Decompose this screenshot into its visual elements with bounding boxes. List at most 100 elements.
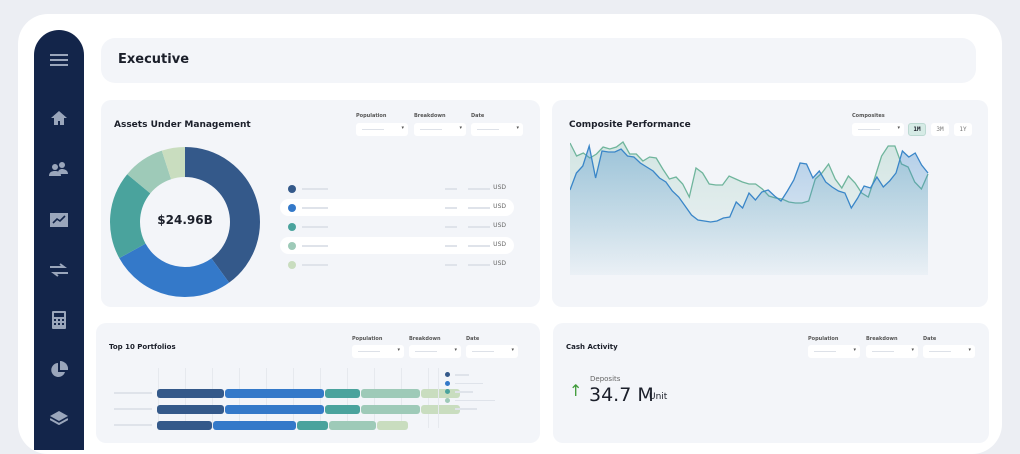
caret-down-icon: ▾ bbox=[853, 347, 856, 353]
deposits-unit: Unit bbox=[649, 392, 667, 402]
breakdown-dropdown[interactable]: ▾ bbox=[414, 123, 466, 136]
legend-unit: USD bbox=[493, 260, 506, 267]
date-label: Date bbox=[923, 336, 936, 342]
date-dropdown[interactable]: ▾ bbox=[471, 123, 523, 136]
page-title: Executive bbox=[118, 52, 189, 67]
layers-icon[interactable] bbox=[49, 408, 69, 428]
composites-label: Composites bbox=[852, 113, 885, 119]
grid-line bbox=[293, 368, 294, 428]
legend-row[interactable]: USD bbox=[280, 256, 514, 273]
calculator-icon[interactable] bbox=[49, 310, 69, 330]
caret-down-icon: ▾ bbox=[511, 347, 514, 353]
composite-performance-chart bbox=[570, 140, 930, 280]
pie-chart-icon[interactable] bbox=[49, 360, 69, 380]
legend-dot bbox=[445, 389, 450, 394]
legend-row[interactable]: USD bbox=[280, 218, 514, 235]
legend-dot bbox=[288, 185, 296, 193]
legend-label-placeholder bbox=[455, 391, 473, 393]
grid-line bbox=[347, 368, 348, 428]
grid-line bbox=[428, 368, 429, 428]
bar-segment[interactable] bbox=[157, 389, 224, 398]
bar-segment[interactable] bbox=[225, 405, 324, 414]
caret-down-icon: ▾ bbox=[397, 347, 400, 353]
bar-segment[interactable] bbox=[361, 405, 420, 414]
caret-down-icon: ▾ bbox=[401, 125, 404, 131]
date-dropdown[interactable]: ▾ bbox=[466, 345, 518, 358]
caret-down-icon: ▾ bbox=[516, 125, 519, 131]
donut-slice[interactable] bbox=[119, 244, 229, 297]
legend-value-placeholder bbox=[468, 264, 490, 266]
date-dropdown[interactable]: ▾ bbox=[923, 345, 975, 358]
caret-down-icon: ▾ bbox=[911, 347, 914, 353]
divider bbox=[438, 368, 439, 428]
users-icon[interactable] bbox=[49, 159, 69, 179]
population-dropdown[interactable]: ▾ bbox=[808, 345, 860, 358]
legend-dot bbox=[445, 381, 450, 386]
caret-down-icon: ▾ bbox=[459, 125, 462, 131]
breakdown-label: Breakdown bbox=[409, 336, 441, 342]
legend-value-placeholder bbox=[468, 188, 490, 190]
population-label: Population bbox=[808, 336, 838, 342]
deposits-value: 34.7 M bbox=[589, 384, 654, 406]
grid-line bbox=[374, 368, 375, 428]
population-dropdown[interactable]: ▾ bbox=[356, 123, 408, 136]
bar-segment[interactable] bbox=[325, 405, 360, 414]
breakdown-label: Breakdown bbox=[866, 336, 898, 342]
date-label: Date bbox=[471, 113, 484, 119]
grid-line bbox=[185, 368, 186, 428]
bar-segment[interactable] bbox=[421, 389, 460, 398]
legend-dot bbox=[288, 204, 296, 212]
legend-dot bbox=[445, 406, 450, 411]
home-icon[interactable] bbox=[49, 108, 69, 128]
legend-dot bbox=[288, 242, 296, 250]
aum-total-value: $24.96B bbox=[145, 213, 225, 227]
legend-row[interactable]: USD bbox=[280, 180, 514, 197]
legend-label-placeholder bbox=[455, 408, 477, 410]
page-header: Executive bbox=[101, 38, 976, 83]
composite-title: Composite Performance bbox=[569, 120, 691, 130]
menu-icon[interactable] bbox=[49, 50, 69, 70]
legend-label-placeholder bbox=[302, 188, 328, 190]
legend-label-placeholder bbox=[302, 207, 328, 209]
legend-pct-placeholder bbox=[445, 245, 457, 247]
bar-label-placeholder bbox=[114, 392, 152, 394]
bar-label-placeholder bbox=[114, 408, 152, 410]
composites-dropdown[interactable]: ▾ bbox=[852, 123, 904, 136]
population-dropdown[interactable]: ▾ bbox=[352, 345, 404, 358]
breakdown-dropdown[interactable]: ▾ bbox=[866, 345, 918, 358]
bar-segment[interactable] bbox=[157, 405, 224, 414]
bar-segment[interactable] bbox=[325, 389, 360, 398]
legend-unit: USD bbox=[493, 222, 506, 229]
legend-row[interactable]: USD bbox=[280, 237, 514, 254]
legend-dot bbox=[288, 261, 296, 269]
grid-line bbox=[239, 368, 240, 428]
aum-title: Assets Under Management bbox=[114, 120, 251, 130]
legend-value-placeholder bbox=[468, 207, 490, 209]
population-label: Population bbox=[352, 336, 382, 342]
range-3m-button[interactable]: 3M bbox=[931, 123, 949, 136]
legend-pct-placeholder bbox=[445, 188, 457, 190]
range-1m-button[interactable]: 1M bbox=[908, 123, 926, 136]
bar-segment[interactable] bbox=[361, 389, 420, 398]
legend-value-placeholder bbox=[468, 226, 490, 228]
breakdown-dropdown[interactable]: ▾ bbox=[409, 345, 461, 358]
top10-title: Top 10 Portfolios bbox=[109, 343, 176, 351]
grid-line bbox=[158, 368, 159, 428]
legend-row[interactable]: USD bbox=[280, 199, 514, 216]
legend-label-placeholder bbox=[302, 226, 328, 228]
caret-down-icon: ▾ bbox=[968, 347, 971, 353]
legend-label-placeholder bbox=[455, 383, 483, 385]
legend-pct-placeholder bbox=[445, 226, 457, 228]
legend-dot bbox=[445, 372, 450, 377]
bar-segment[interactable] bbox=[225, 389, 324, 398]
legend-value-placeholder bbox=[468, 245, 490, 247]
chart-folder-icon[interactable] bbox=[49, 209, 69, 229]
bar-segment[interactable] bbox=[421, 405, 460, 414]
range-1y-button[interactable]: 1Y bbox=[954, 123, 972, 136]
sidebar bbox=[34, 30, 84, 450]
transfer-icon[interactable] bbox=[49, 260, 69, 280]
legend-label-placeholder bbox=[302, 245, 328, 247]
legend-label-placeholder bbox=[455, 400, 495, 402]
caret-down-icon: ▾ bbox=[897, 125, 900, 131]
legend-unit: USD bbox=[493, 184, 506, 191]
